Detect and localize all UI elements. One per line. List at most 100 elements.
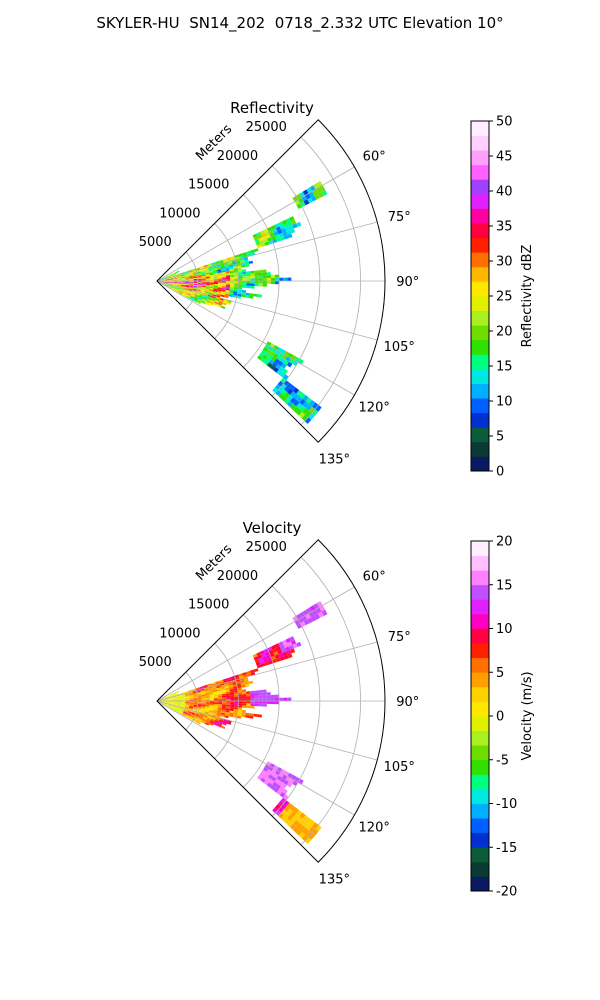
- velocity-echo-cell: [284, 646, 290, 652]
- reflectivity-echo-cell: [302, 401, 309, 408]
- reflectivity-colorbar-tick-label: 25: [496, 290, 513, 305]
- reflectivity-echo-cell: [192, 272, 197, 275]
- velocity-colorbar-band: [471, 759, 489, 775]
- reflectivity-title: Reflectivity: [230, 99, 314, 117]
- reflectivity-echo-cell: [197, 282, 202, 284]
- reflectivity-colorbar-tick-label: 40: [496, 185, 513, 200]
- reflectivity-echo-cell: [179, 290, 184, 293]
- velocity-echo-cell: [242, 705, 247, 708]
- reflectivity-echo-cell: [179, 289, 184, 292]
- reflectivity-angle-tick-label: 120°: [359, 400, 390, 415]
- velocity-echo-cell: [181, 704, 186, 707]
- reflectivity-echo-cell: [220, 294, 225, 298]
- velocity-echo-cell: [240, 680, 245, 684]
- reflectivity-echo-cell: [278, 392, 285, 399]
- reflectivity-colorbar-band: [471, 237, 489, 253]
- velocity-echo-cell: [161, 699, 166, 701]
- reflectivity-echo-cell: [177, 281, 182, 283]
- velocity-echo-cell: [225, 711, 230, 715]
- reflectivity-echo-cell: [168, 275, 173, 277]
- velocity-echo-cell: [188, 710, 193, 713]
- velocity-echo-cell: [204, 711, 209, 714]
- velocity-echo-cell: [246, 698, 251, 701]
- velocity-echo-cell: [242, 672, 247, 676]
- reflectivity-echo-cell: [266, 278, 271, 281]
- reflectivity-echo-cell: [254, 278, 259, 281]
- velocity-echo-cell: [185, 704, 190, 707]
- reflectivity-echo-cell: [165, 281, 170, 282]
- velocity-echo-cell: [277, 649, 283, 655]
- velocity-angle-tick-label: 60°: [363, 570, 386, 585]
- figure-title: SKYLER-HU SN14_202 0718_2.332 UTC Elevat…: [96, 14, 504, 32]
- velocity-echo-cell: [298, 831, 306, 839]
- velocity-echo-cell: [189, 702, 194, 704]
- velocity-echo-cell: [273, 787, 279, 793]
- velocity-echo-cell: [256, 651, 262, 657]
- velocity-echo-cell: [180, 692, 185, 695]
- velocity-echo-cell: [171, 707, 176, 710]
- reflectivity-echo-cell: [299, 392, 306, 399]
- reflectivity-echo-cell: [197, 274, 202, 276]
- velocity-echo-cell: [225, 691, 230, 694]
- reflectivity-echo-cell: [277, 229, 283, 235]
- velocity-echo-cell: [201, 695, 206, 698]
- reflectivity-echo-cell: [180, 285, 185, 287]
- reflectivity-echo-cell: [266, 281, 271, 284]
- velocity-echo-cell: [181, 696, 186, 698]
- reflectivity-echo-cell: [278, 386, 284, 393]
- reflectivity-echo-cell: [230, 277, 235, 280]
- reflectivity-echo-cell: [232, 262, 237, 265]
- velocity-colorbar-tick-label: -5: [496, 753, 509, 768]
- velocity-echo-cell: [209, 702, 214, 704]
- velocity-echo-cell: [187, 711, 192, 715]
- velocity-echo-cell: [210, 718, 216, 722]
- reflectivity-echo-cell: [195, 294, 200, 297]
- velocity-radial-tick-label: 10000: [159, 626, 200, 641]
- reflectivity-echo-cell: [217, 284, 223, 287]
- reflectivity-echo-cell: [217, 302, 223, 306]
- velocity-echo-cell: [185, 703, 190, 705]
- velocity-echo-cell: [209, 709, 214, 712]
- reflectivity-echo-cell: [185, 285, 190, 287]
- reflectivity-echo-cell: [181, 279, 186, 281]
- reflectivity-echo-cell: [165, 280, 170, 281]
- reflectivity-echo-cell: [283, 359, 289, 366]
- reflectivity-echo-cell: [172, 273, 176, 276]
- velocity-echo-cell: [221, 707, 226, 710]
- reflectivity-echo-cell: [213, 285, 218, 288]
- velocity-echo-cell: [168, 705, 173, 708]
- reflectivity-echo-cell: [221, 272, 226, 275]
- reflectivity-echo-cell: [213, 288, 218, 291]
- velocity-echo-cell: [176, 693, 181, 696]
- velocity-echo-cell: [172, 705, 177, 708]
- reflectivity-echo-cell: [268, 346, 274, 352]
- velocity-echo-cell: [207, 714, 213, 718]
- velocity-echo-cell: [212, 712, 217, 716]
- reflectivity-echo-cell: [216, 295, 221, 298]
- reflectivity-colorbar-tick-label: 10: [496, 395, 513, 410]
- reflectivity-echo-cell: [222, 277, 227, 280]
- velocity-echo-cell: [196, 720, 202, 724]
- reflectivity-echo-cell: [168, 284, 173, 286]
- reflectivity-echo-cell: [187, 291, 192, 295]
- velocity-echo-cell: [168, 697, 173, 699]
- velocity-echo-cell: [208, 689, 213, 692]
- velocity-echo-cell: [281, 639, 288, 645]
- reflectivity-echo-cell: [286, 361, 293, 368]
- reflectivity-echo-cell: [195, 267, 200, 270]
- velocity-echo-cell: [262, 692, 267, 696]
- reflectivity-echo-cell: [225, 288, 230, 291]
- velocity-echo-cell: [246, 705, 251, 709]
- velocity-echo-cell: [273, 773, 279, 779]
- velocity-echo-cell: [165, 698, 169, 700]
- reflectivity-echo-cell: [191, 291, 196, 294]
- velocity-echo-cell: [167, 706, 172, 709]
- reflectivity-echo-cell: [249, 249, 255, 254]
- velocity-echo-cell: [203, 716, 208, 719]
- velocity-echo-cell: [233, 688, 238, 691]
- reflectivity-echo-cell: [211, 262, 216, 265]
- reflectivity-echo-cell: [169, 281, 174, 282]
- velocity-echo-cell: [296, 816, 303, 823]
- velocity-echo-cell: [208, 712, 213, 715]
